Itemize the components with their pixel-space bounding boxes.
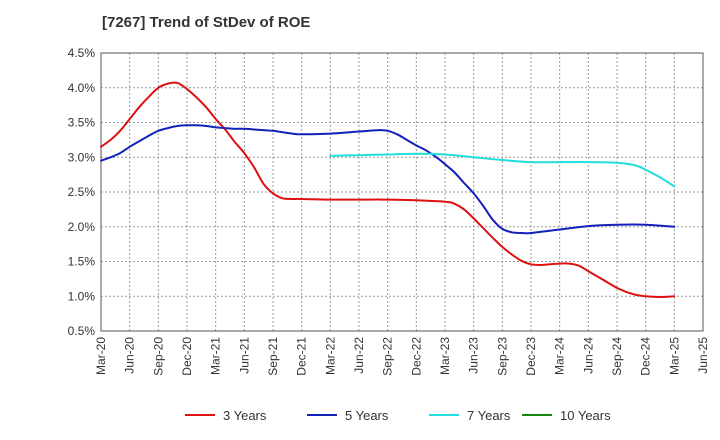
legend-label-5-years: 5 Years (345, 408, 389, 423)
axis-layer: 0.5% 1.0% 1.5% 2.0% 2.5% 3.0% 3.5% 4.0% 4.5% Mar-… (68, 46, 710, 376)
x-tick-label: Sep-24 (610, 337, 624, 376)
legend: 3 Years 5 Years 7 Years 10 Years (185, 408, 611, 423)
x-tick-label: Mar-21 (209, 337, 223, 375)
x-tick-label: Mar-23 (438, 337, 452, 375)
y-tick-label: 0.5% (68, 324, 96, 338)
y-tick-label: 3.0% (68, 150, 96, 164)
x-tick-label: Jun-21 (237, 337, 251, 374)
chart-title: [7267] Trend of StDev of ROE (102, 14, 311, 31)
legend-label-7-years: 7 Years (467, 408, 511, 423)
x-tick-label: Dec-21 (295, 337, 309, 376)
x-tick-label: Jun-25 (696, 337, 710, 374)
legend-label-3-years: 3 Years (223, 408, 267, 423)
y-tick-label: 2.5% (68, 185, 96, 199)
series-layer (100, 81, 676, 299)
x-tick-label: Sep-21 (266, 337, 280, 376)
x-tick-label: Dec-24 (639, 337, 653, 376)
y-tick-label: 4.5% (68, 46, 96, 60)
x-tick-label: Dec-22 (409, 337, 423, 376)
series-line-5-years (100, 124, 676, 235)
plot-border (100, 52, 704, 332)
series-line-7-years (329, 152, 676, 188)
x-tick-label: Mar-22 (323, 337, 337, 375)
y-tick-label: 1.5% (68, 255, 96, 269)
x-tick-label: Jun-20 (123, 337, 137, 374)
legend-label-10-years: 10 Years (560, 408, 611, 423)
x-tick-label: Mar-20 (94, 337, 108, 375)
x-tick-label: Jun-23 (467, 337, 481, 374)
y-tick-label: 2.0% (68, 220, 96, 234)
x-tick-label: Mar-25 (667, 337, 681, 375)
y-tick-label: 4.0% (68, 81, 96, 95)
x-tick-label: Sep-20 (151, 337, 165, 376)
x-tick-label: Jun-22 (352, 337, 366, 374)
y-tick-label: 1.0% (68, 289, 96, 303)
y-tick-label: 3.5% (68, 116, 96, 130)
x-tick-label: Jun-24 (581, 337, 595, 374)
x-tick-label: Dec-20 (180, 337, 194, 376)
x-tick-label: Sep-23 (495, 337, 509, 376)
x-tick-label: Mar-24 (553, 337, 567, 375)
x-tick-label: Dec-23 (524, 337, 538, 376)
series-line-3-years (100, 81, 676, 299)
x-tick-label: Sep-22 (381, 337, 395, 376)
grid-layer (100, 52, 704, 332)
